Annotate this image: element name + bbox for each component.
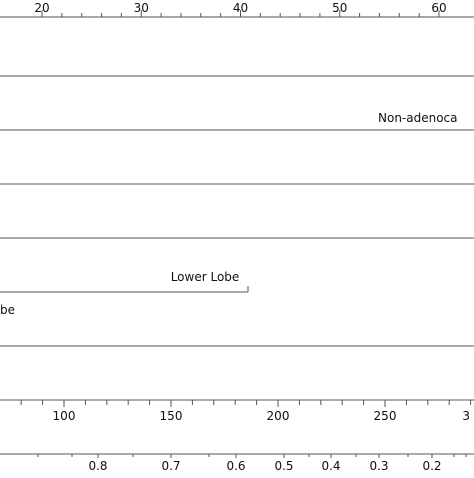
total-points-edge-label: 3 [462, 409, 470, 423]
probability-tick-label: 0.8 [88, 459, 107, 473]
top-points-tick-label: 60 [431, 1, 446, 15]
top-points-tick-label: 50 [332, 1, 347, 15]
top-points-tick-label: 20 [34, 1, 49, 15]
lower-lobe-label: Lower Lobe [171, 270, 240, 284]
top-points-tick-label: 30 [134, 1, 149, 15]
probability-tick-label: 0.5 [274, 459, 293, 473]
probability-tick-label: 0.4 [321, 459, 340, 473]
top-points-tick-label: 40 [233, 1, 248, 15]
non-adenoca-label: Non-adenoca [378, 111, 458, 125]
probability-tick-label: 0.7 [161, 459, 180, 473]
probability-tick-label: 0.3 [369, 459, 388, 473]
total-points-tick-label: 200 [267, 409, 290, 423]
total-points-tick-label: 150 [160, 409, 183, 423]
probability-tick-label: 0.2 [422, 459, 441, 473]
probability-tick-label: 0.6 [226, 459, 245, 473]
total-points-tick-label: 250 [374, 409, 397, 423]
upper-lobe-fragment-label: be [0, 303, 15, 317]
total-points-tick-label: 100 [53, 409, 76, 423]
